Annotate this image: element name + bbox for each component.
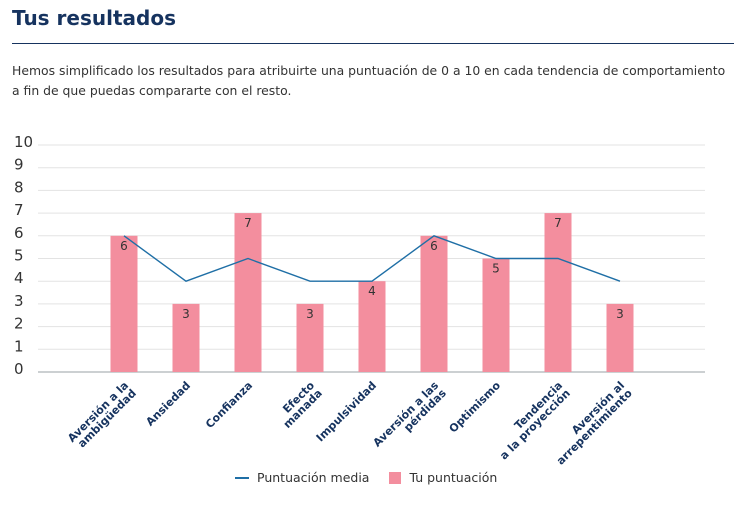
y-tick-label: 3 bbox=[14, 292, 24, 310]
chart-average-line bbox=[123, 235, 621, 282]
x-tick-label: Aversión a laspérdidas bbox=[371, 379, 450, 458]
bar[interactable] bbox=[172, 303, 200, 372]
bar[interactable] bbox=[234, 213, 262, 372]
bar-value-label: 3 bbox=[306, 307, 314, 321]
x-tick-label: Confianza bbox=[203, 379, 255, 431]
legend-item-yours[interactable]: Tu puntuación bbox=[389, 470, 497, 485]
bar-value-label: 3 bbox=[616, 307, 624, 321]
y-tick-label: 9 bbox=[14, 156, 24, 174]
bar-value-label: 3 bbox=[182, 307, 190, 321]
page-title: Tus resultados bbox=[12, 6, 176, 30]
y-tick-label: 8 bbox=[14, 178, 24, 196]
title-divider bbox=[12, 43, 734, 44]
legend-line-swatch bbox=[235, 476, 249, 479]
bar[interactable] bbox=[110, 235, 138, 372]
bar[interactable] bbox=[544, 213, 572, 372]
bar[interactable] bbox=[358, 281, 386, 372]
legend-item-average[interactable]: Puntuación media bbox=[235, 470, 369, 485]
chart-x-ticks: Aversión a laambigüedad Ansiedad Confianza… bbox=[65, 379, 635, 468]
intro-text: Hemos simplificado los resultados para a… bbox=[12, 63, 726, 98]
bar-value-label: 6 bbox=[120, 239, 128, 253]
y-tick-label: 0 bbox=[14, 360, 24, 378]
bar-value-label: 7 bbox=[554, 216, 562, 230]
x-tick-label: Optimismo bbox=[447, 379, 504, 436]
bar[interactable] bbox=[296, 303, 324, 372]
legend-label-yours: Tu puntuación bbox=[409, 470, 498, 485]
y-tick-label: 7 bbox=[14, 201, 24, 219]
chart-y-ticks: 0 1 2 3 4 5 6 7 8 9 10 bbox=[14, 133, 33, 378]
x-tick-label: Aversión a laambigüedad bbox=[65, 379, 139, 453]
bar-value-label: 6 bbox=[430, 239, 438, 253]
y-tick-label: 6 bbox=[14, 224, 24, 242]
bar[interactable] bbox=[420, 235, 448, 372]
legend-bar-swatch bbox=[389, 471, 402, 484]
x-tick-label: Efectomanada bbox=[273, 379, 325, 431]
y-tick-label: 10 bbox=[14, 133, 33, 151]
y-tick-label: 1 bbox=[14, 337, 24, 355]
bar-value-label: 7 bbox=[244, 216, 252, 230]
x-tick-label: Impulsividad bbox=[314, 379, 379, 444]
legend-label-average: Puntuación media bbox=[257, 470, 370, 485]
chart-data-labels: 6 3 7 3 4 6 5 7 3 bbox=[120, 216, 624, 321]
y-tick-label: 5 bbox=[14, 247, 24, 265]
average-line bbox=[123, 235, 621, 282]
y-tick-label: 2 bbox=[14, 315, 24, 333]
bar-value-label: 5 bbox=[492, 262, 500, 276]
y-tick-label: 4 bbox=[14, 269, 24, 287]
chart-legend: Puntuación media Tu puntuación bbox=[235, 470, 517, 485]
chart-bars bbox=[110, 213, 634, 373]
x-tick-label: Ansiedad bbox=[143, 379, 193, 429]
bar[interactable] bbox=[606, 303, 634, 372]
bar[interactable] bbox=[482, 258, 510, 373]
bar-value-label: 4 bbox=[368, 284, 376, 298]
x-tick-label: Tendenciaa la proyección bbox=[489, 379, 572, 462]
